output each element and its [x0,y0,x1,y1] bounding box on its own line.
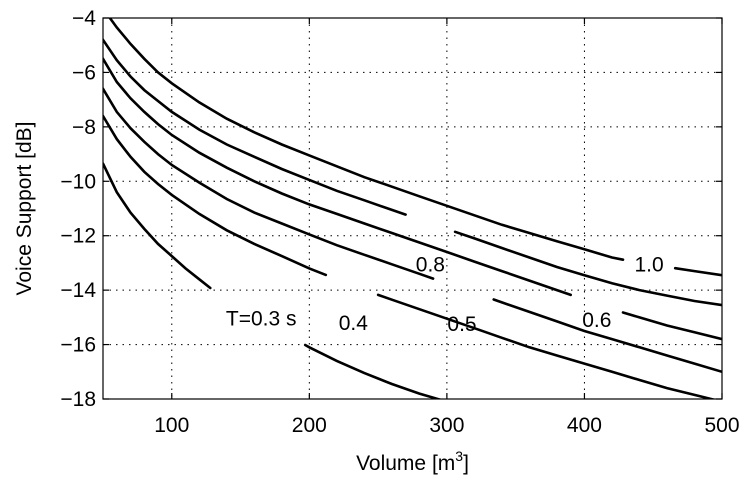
grid [103,18,722,399]
curves [103,18,722,399]
series-line [103,162,212,290]
ticks: 100 200 300 400 500 −4 −6 −8 −10 −12 −14 −16 −18 [60,7,739,437]
series-line [108,18,625,261]
x-axis-title-superscript: 3 [455,448,463,464]
series-line [103,38,407,216]
series-line [103,87,435,280]
series-label: 0.8 [416,253,445,276]
series-line [103,57,572,297]
series-line [673,266,722,277]
x-tick-label: 500 [704,414,739,437]
x-axis-title: Volume [m3] [356,448,469,475]
y-tick-label: −4 [72,7,96,30]
y-axis-title: Voice Support [dB] [13,122,36,296]
y-tick-label: −10 [60,170,96,193]
x-tick-label: 200 [292,414,327,437]
series-line [303,343,443,399]
series-label: 0.4 [339,312,369,335]
series-line [376,293,717,399]
series-label: 0.6 [582,309,611,332]
y-tick-label: −6 [72,61,96,84]
series-line [621,311,722,341]
x-tick-label: 400 [567,414,602,437]
plot-frame [102,17,723,400]
y-tick-label: −16 [60,334,96,357]
curve-labels: T=0.3 s 0.4 0.5 0.6 0.8 1.0 [226,253,664,336]
x-tick-label: 300 [429,414,464,437]
y-tick-label: −8 [72,116,96,139]
series-label: 1.0 [634,253,663,276]
series-line [492,298,722,374]
series-line [103,114,328,277]
y-tick-label: −12 [60,225,96,248]
series-label: T=0.3 s [226,308,297,331]
x-tick-label: 100 [154,414,189,437]
series-line [453,230,722,307]
y-tick-label: −14 [60,279,96,302]
y-tick-label: −18 [60,388,96,411]
series-label: 0.5 [447,313,476,336]
